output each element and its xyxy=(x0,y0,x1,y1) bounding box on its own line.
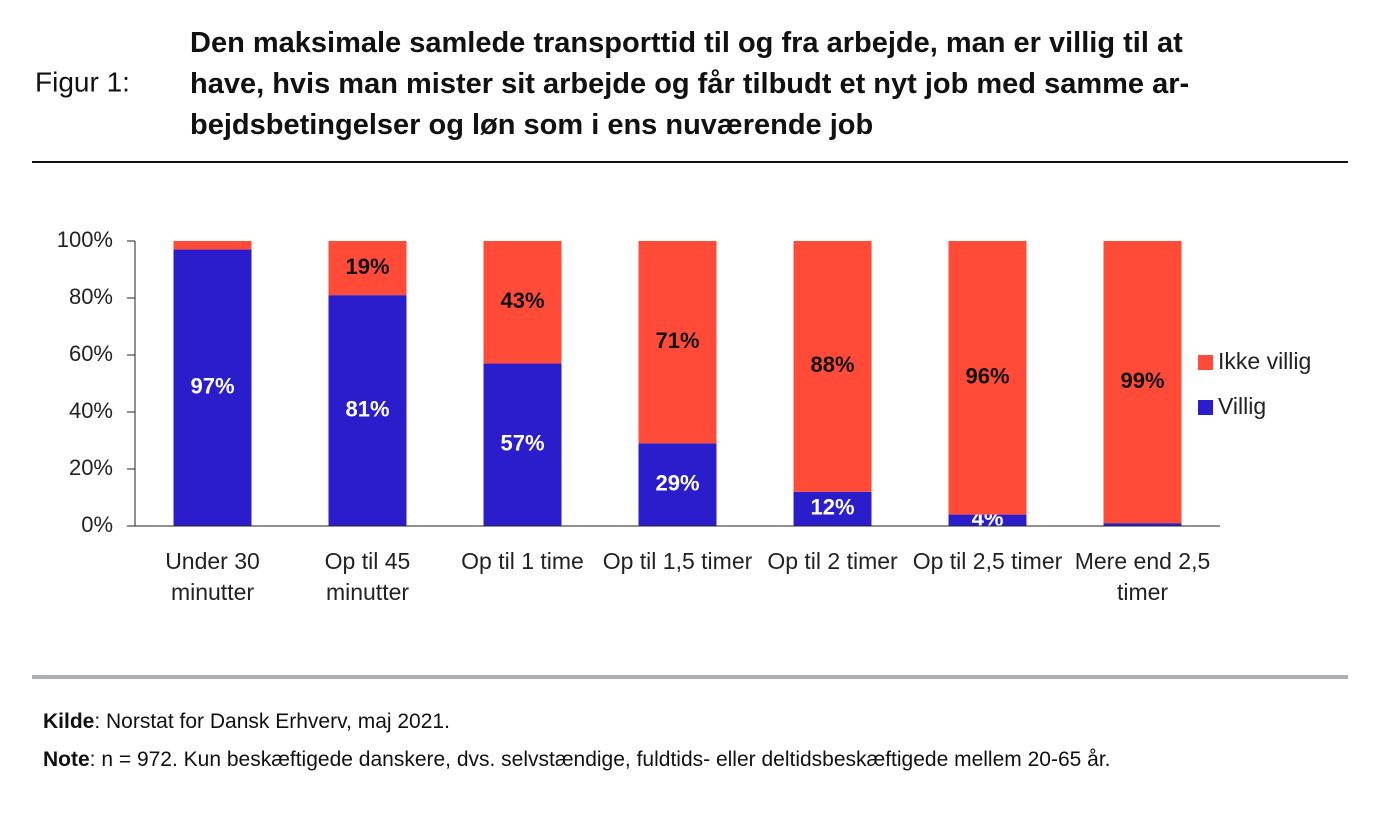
value-label: 97% xyxy=(190,374,234,399)
bar-segment xyxy=(638,241,717,444)
y-tick-label: 60% xyxy=(69,341,113,366)
y-tick-label: 20% xyxy=(69,455,113,480)
y-tick-label: 80% xyxy=(69,284,113,309)
bar-segment xyxy=(1103,523,1182,526)
x-tick-label: Op til 1 time xyxy=(461,548,584,574)
value-label: 12% xyxy=(810,495,854,520)
x-tick-label: Op til 2 timer xyxy=(767,548,898,574)
y-tick-label: 100% xyxy=(57,227,113,252)
figure-label: Figur 1: xyxy=(35,66,130,97)
legend-swatch xyxy=(1198,400,1213,415)
title: Den maksimale samlede transporttid til o… xyxy=(190,27,1183,59)
title: have, hvis man mister sit arbejde og får… xyxy=(190,68,1190,100)
bar-segment xyxy=(483,363,562,526)
bar-segment xyxy=(483,241,562,364)
legend-swatch xyxy=(1198,355,1213,370)
bar-segment xyxy=(328,241,407,296)
y-tick-label: 0% xyxy=(81,512,113,537)
x-tick-label: Under 30 minutter xyxy=(165,548,260,605)
note-label: Note xyxy=(43,748,90,771)
value-label: 99% xyxy=(1120,368,1164,393)
source-text: : Norstat for Dansk Erhverv, maj 2021. xyxy=(94,710,450,733)
value-label: 19% xyxy=(345,254,389,279)
bar-segment xyxy=(1103,241,1182,524)
y-tick-label: 40% xyxy=(69,398,113,423)
bar-segment xyxy=(793,491,872,526)
title: bejdsbetingelser og løn som i ens nuvære… xyxy=(190,109,874,141)
x-tick-label: Op til 45 minutter xyxy=(324,548,411,605)
value-label: 88% xyxy=(810,352,854,377)
x-tick-label: Op til 1,5 timer xyxy=(602,548,753,574)
value-label: 96% xyxy=(965,364,1009,389)
x-tick-label: Mere end 2,5 timer xyxy=(1074,548,1211,605)
bar-segment xyxy=(793,241,872,492)
source-label: Kilde xyxy=(43,710,95,733)
bar-segment xyxy=(173,241,252,250)
bar-segment xyxy=(328,295,407,526)
value-label: 43% xyxy=(500,288,544,313)
bar-segment xyxy=(638,443,717,526)
bar-segment xyxy=(173,249,252,527)
value-label: 71% xyxy=(655,328,699,353)
source: Kilde: Norstat for Dansk Erhverv, maj 20… xyxy=(43,703,1353,740)
value-label: 81% xyxy=(345,396,389,421)
value-label: 29% xyxy=(655,470,699,495)
note: Note: n = 972. Kun beskæftigede danskere… xyxy=(43,741,1353,778)
bar-segment xyxy=(948,514,1027,526)
note-text: : n = 972. Kun beskæftigede danskere, dv… xyxy=(89,748,1111,771)
bar-segment xyxy=(948,241,1027,515)
legend-label: Villig xyxy=(1218,393,1266,419)
value-label: 57% xyxy=(500,431,544,456)
legend-label: Ikke villig xyxy=(1218,348,1311,374)
x-tick-label: Op til 2,5 timer xyxy=(912,548,1063,574)
